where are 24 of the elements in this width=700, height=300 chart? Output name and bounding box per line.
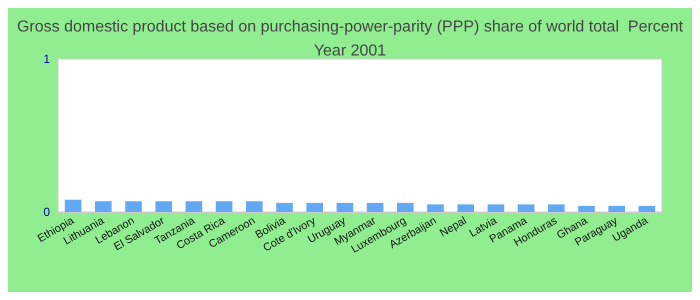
bar: [94, 201, 112, 212]
bar: [638, 206, 656, 212]
bar: [64, 200, 82, 212]
y-tick-label: 0: [43, 205, 50, 219]
chart-subtitle: Year 2001: [314, 42, 386, 60]
bar: [548, 204, 565, 212]
bar: [518, 204, 534, 212]
bar: [457, 204, 474, 212]
bar: [216, 201, 232, 212]
bar: [276, 202, 293, 212]
bar: [246, 201, 263, 212]
y-tick-label: 1: [43, 52, 50, 66]
bar: [608, 206, 626, 212]
bar: [306, 202, 324, 212]
bar: [186, 201, 202, 212]
bar: [336, 202, 354, 212]
bar: [578, 206, 595, 212]
bar: [488, 204, 504, 212]
bar: [155, 201, 172, 212]
bar: [125, 201, 142, 212]
bar: [427, 204, 444, 212]
chart-title: Gross domestic product based on purchasing-power-parity (PPP) share of world total Percent: [16, 18, 684, 36]
bar: [396, 202, 414, 212]
bar: [366, 202, 384, 212]
